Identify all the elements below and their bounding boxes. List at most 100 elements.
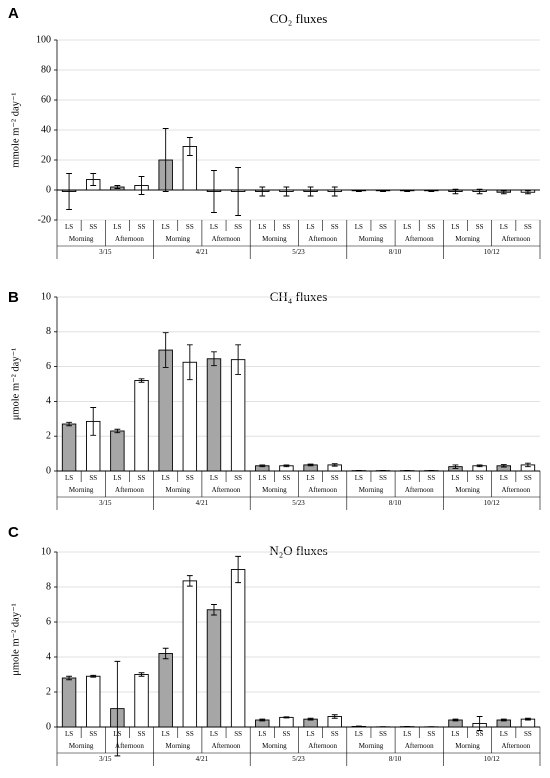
error-bar <box>66 173 72 210</box>
y-axis-label: μmole m⁻² day⁻¹ <box>10 348 21 421</box>
date-label: 3/15 <box>99 755 112 763</box>
x-tick-label: LS <box>355 223 363 231</box>
x-tick-label: SS <box>379 730 387 738</box>
x-tick-label: SS <box>427 223 435 231</box>
error-bar <box>259 718 266 722</box>
error-bar <box>476 464 483 468</box>
x-tick-label: SS <box>89 474 97 482</box>
x-tick-label: SS <box>331 474 339 482</box>
x-tick-label: SS <box>283 730 291 738</box>
bar <box>230 569 246 728</box>
time-label: Morning <box>69 742 94 750</box>
x-tick-label: SS <box>186 730 194 738</box>
bar <box>158 653 173 728</box>
error-bar <box>66 675 72 681</box>
error-bar <box>452 464 459 469</box>
error-bar <box>90 674 97 678</box>
error-bar <box>525 717 531 721</box>
time-label: Morning <box>455 235 480 243</box>
error-bar <box>355 189 362 192</box>
x-tick-label: LS <box>210 223 218 231</box>
y-tick-label: 0 <box>46 721 51 732</box>
x-tick-label: LS <box>113 474 121 482</box>
panel-letter: B <box>8 289 19 306</box>
error-bar <box>138 378 145 383</box>
x-tick-label: LS <box>500 223 508 231</box>
error-bar <box>162 332 169 368</box>
error-bar <box>138 672 145 677</box>
error-bar <box>211 604 217 616</box>
bar <box>86 675 101 728</box>
time-label: Morning <box>262 742 287 750</box>
error-bar <box>500 464 507 468</box>
error-bar <box>186 137 193 156</box>
date-label: 4/21 <box>196 248 209 256</box>
error-bar <box>525 190 531 195</box>
date-label: 5/23 <box>292 248 305 256</box>
error-bar <box>500 190 507 195</box>
x-tick-label: LS <box>403 730 411 738</box>
error-bar <box>162 128 169 192</box>
date-label: 10/12 <box>484 499 500 507</box>
x-tick-label: SS <box>331 730 339 738</box>
error-bar <box>235 555 242 584</box>
x-tick-label: LS <box>500 730 508 738</box>
error-bar <box>404 189 411 192</box>
time-label: Afternoon <box>405 742 434 750</box>
y-tick-label: 10 <box>41 291 51 302</box>
error-bar <box>114 428 121 434</box>
x-tick-label: LS <box>113 223 121 231</box>
error-bar <box>380 189 386 192</box>
time-label: Afternoon <box>308 235 337 243</box>
error-bar <box>452 718 459 722</box>
y-axis-label: μmole m⁻² day⁻¹ <box>10 603 21 676</box>
x-tick-label: SS <box>283 474 291 482</box>
time-label: Afternoon <box>501 235 530 243</box>
bar <box>230 359 246 472</box>
x-tick-label: SS <box>379 474 387 482</box>
bar <box>279 716 294 728</box>
date-label: 8/10 <box>389 755 402 763</box>
error-bar <box>283 464 290 468</box>
x-tick-label: LS <box>65 223 73 231</box>
time-label: Afternoon <box>405 486 434 494</box>
error-bar <box>90 173 97 186</box>
x-tick-label: LS <box>162 223 170 231</box>
x-tick-label: LS <box>306 223 314 231</box>
time-label: Afternoon <box>501 486 530 494</box>
time-label: Afternoon <box>115 235 144 243</box>
x-tick-label: SS <box>524 223 532 231</box>
x-tick-label: LS <box>355 730 363 738</box>
error-bar <box>331 463 338 467</box>
x-tick-label: SS <box>427 474 435 482</box>
x-tick-label: LS <box>162 474 170 482</box>
time-label: Afternoon <box>405 235 434 243</box>
date-label: 5/23 <box>292 499 305 507</box>
error-bar <box>283 716 290 719</box>
time-label: Morning <box>359 486 384 494</box>
x-tick-label: SS <box>138 730 146 738</box>
x-tick-label: LS <box>306 730 314 738</box>
date-label: 3/15 <box>99 248 112 256</box>
error-bar <box>307 717 314 721</box>
time-label: Afternoon <box>212 235 241 243</box>
y-tick-label: 6 <box>46 361 51 372</box>
bar <box>182 580 198 728</box>
time-label: Morning <box>262 235 287 243</box>
time-label: Afternoon <box>115 486 144 494</box>
error-bar <box>476 188 483 195</box>
bar <box>158 349 173 472</box>
error-bar <box>66 421 72 427</box>
date-label: 10/12 <box>484 248 500 256</box>
y-tick-label: 8 <box>46 581 51 592</box>
x-tick-label: SS <box>476 223 484 231</box>
x-tick-label: LS <box>306 474 314 482</box>
error-bar <box>235 344 242 375</box>
bar <box>61 677 77 728</box>
x-tick-label: LS <box>258 474 266 482</box>
x-tick-label: LS <box>451 223 459 231</box>
bar <box>61 423 77 472</box>
time-label: Morning <box>455 742 480 750</box>
error-bar <box>331 714 338 719</box>
time-label: Afternoon <box>212 486 241 494</box>
